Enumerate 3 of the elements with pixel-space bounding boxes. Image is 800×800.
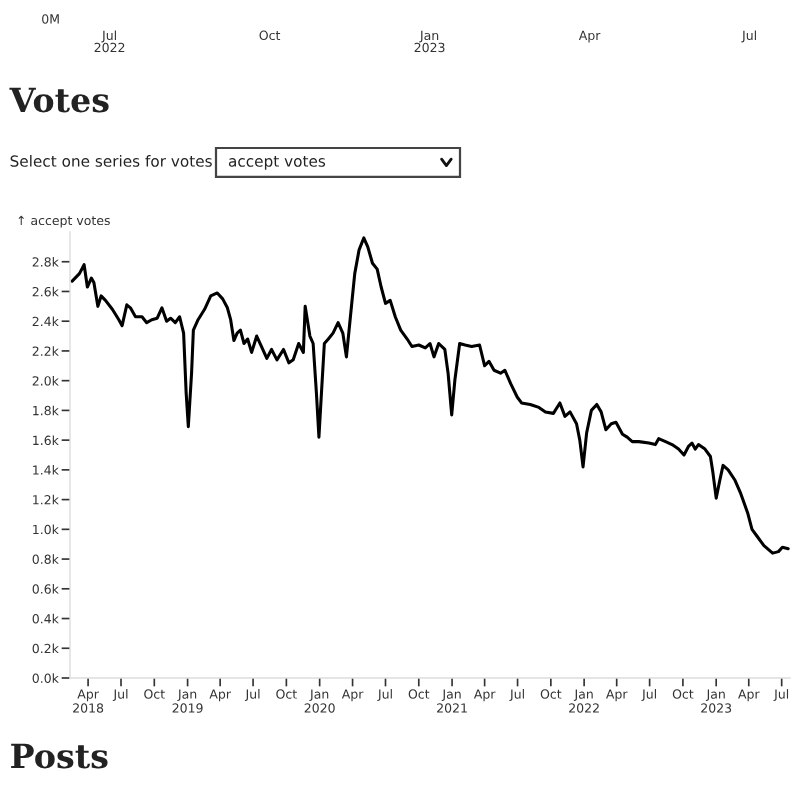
text: Posts: [11, 743, 108, 769]
line-series: [70, 236, 790, 555]
chart-title: Votes: [9, 87, 109, 113]
